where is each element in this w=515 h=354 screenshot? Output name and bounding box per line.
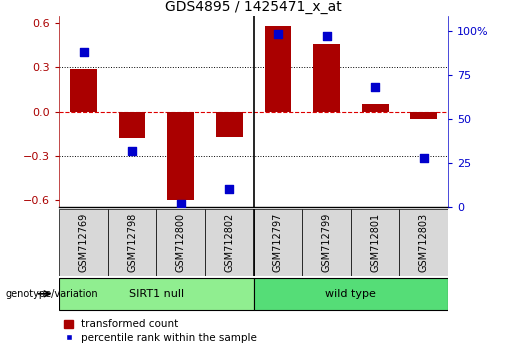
Point [371, 84, 379, 90]
Text: GSM712803: GSM712803 [419, 213, 429, 272]
Text: GSM712798: GSM712798 [127, 213, 137, 272]
Bar [205, 209, 253, 276]
Bar [59, 209, 108, 276]
Text: GSM712769: GSM712769 [78, 213, 89, 272]
Point [225, 187, 233, 192]
Text: SIRT1 null: SIRT1 null [129, 289, 184, 299]
Point [420, 155, 428, 160]
Bar [167, 112, 194, 200]
Bar [265, 26, 291, 112]
Bar [313, 44, 340, 112]
Point [177, 201, 185, 206]
Bar [400, 209, 448, 276]
Bar [410, 112, 437, 119]
Text: GSM712801: GSM712801 [370, 213, 380, 272]
Bar [253, 209, 302, 276]
Bar [351, 209, 400, 276]
Legend: transformed count, percentile rank within the sample: transformed count, percentile rank withi… [64, 319, 257, 343]
Point [79, 49, 88, 55]
Text: genotype/variation: genotype/variation [5, 289, 98, 299]
Bar [157, 209, 205, 276]
Point [128, 148, 136, 153]
Bar [216, 112, 243, 137]
Bar [119, 112, 146, 138]
Text: GSM712800: GSM712800 [176, 213, 186, 272]
Bar [302, 209, 351, 276]
Text: GSM712802: GSM712802 [225, 213, 234, 272]
Point [274, 31, 282, 37]
Bar [362, 104, 388, 112]
Title: GDS4895 / 1425471_x_at: GDS4895 / 1425471_x_at [165, 0, 342, 13]
Bar [59, 278, 253, 310]
Bar [253, 278, 448, 310]
Text: wild type: wild type [325, 289, 376, 299]
Bar [70, 69, 97, 112]
Text: GSM712797: GSM712797 [273, 213, 283, 272]
Text: GSM712799: GSM712799 [321, 213, 332, 272]
Bar [108, 209, 157, 276]
Point [322, 33, 331, 39]
